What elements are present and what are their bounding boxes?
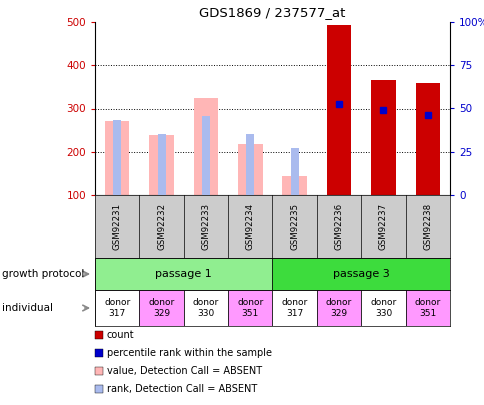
Text: donor
317: donor 317 (104, 298, 130, 318)
Bar (405, 290, 449, 326)
Text: value, Detection Call = ABSENT: value, Detection Call = ABSENT (107, 366, 261, 376)
Text: donor
317: donor 317 (281, 298, 307, 318)
Bar (290, 148, 298, 195)
Bar (238, 144, 262, 195)
Bar (149, 135, 173, 195)
Text: rank, Detection Call = ABSENT: rank, Detection Call = ABSENT (107, 384, 257, 394)
Text: percentile rank within the sample: percentile rank within the sample (107, 348, 272, 358)
Bar (139, 290, 183, 326)
Text: GSM92238: GSM92238 (423, 203, 431, 250)
Bar (272, 290, 316, 326)
Bar (316, 290, 361, 326)
Text: donor
329: donor 329 (148, 298, 174, 318)
Bar (370, 80, 395, 195)
Text: donor
330: donor 330 (193, 298, 219, 318)
Text: GSM92236: GSM92236 (334, 203, 343, 250)
Text: GSM92231: GSM92231 (112, 203, 121, 250)
Text: individual: individual (2, 303, 53, 313)
Bar (157, 134, 165, 195)
Text: GSM92235: GSM92235 (289, 203, 299, 250)
Bar (95, 258, 272, 290)
Text: GSM92233: GSM92233 (201, 203, 210, 250)
Text: donor
329: donor 329 (325, 298, 351, 318)
Bar (105, 122, 129, 195)
Text: count: count (107, 330, 135, 340)
Bar (246, 134, 254, 195)
Text: donor
351: donor 351 (237, 298, 263, 318)
Text: GSM92234: GSM92234 (245, 203, 254, 250)
Bar (95, 290, 139, 326)
Title: GDS1869 / 237577_at: GDS1869 / 237577_at (199, 6, 345, 19)
Bar (183, 290, 227, 326)
Bar (193, 98, 218, 195)
Text: donor
330: donor 330 (370, 298, 396, 318)
Text: growth protocol: growth protocol (2, 269, 84, 279)
Bar (201, 116, 210, 195)
Text: passage 3: passage 3 (332, 269, 389, 279)
Text: GSM92232: GSM92232 (157, 203, 166, 250)
Text: GSM92237: GSM92237 (378, 203, 387, 250)
Bar (272, 258, 449, 290)
Bar (361, 290, 405, 326)
Bar (326, 25, 350, 195)
Bar (113, 120, 121, 195)
Text: donor
351: donor 351 (414, 298, 440, 318)
Bar (415, 83, 439, 195)
Bar (282, 177, 306, 195)
Text: passage 1: passage 1 (155, 269, 212, 279)
Bar (227, 290, 272, 326)
